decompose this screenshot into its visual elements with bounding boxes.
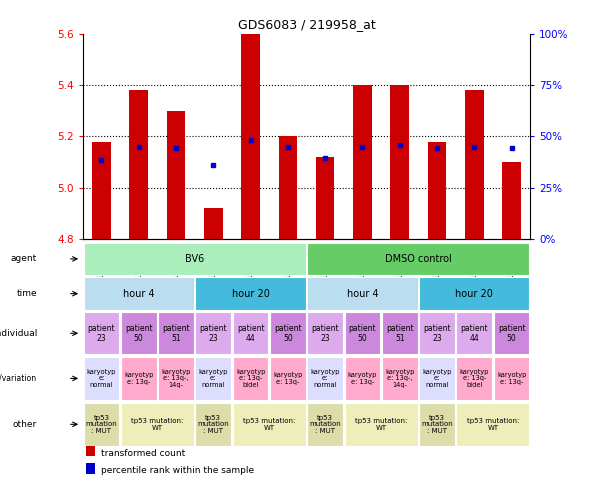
Text: tp53 mutation:
WT: tp53 mutation: WT <box>131 418 183 430</box>
Bar <box>345 357 380 400</box>
Bar <box>457 313 492 354</box>
Bar <box>307 313 343 354</box>
Text: percentile rank within the sample: percentile rank within the sample <box>101 466 254 475</box>
Title: GDS6083 / 219958_at: GDS6083 / 219958_at <box>238 18 375 31</box>
Text: karyotyp
e: 13q-
bidel: karyotyp e: 13q- bidel <box>460 369 489 388</box>
Bar <box>345 313 380 354</box>
Text: patient
23: patient 23 <box>423 324 451 342</box>
Text: patient
44: patient 44 <box>460 324 488 342</box>
Bar <box>307 242 530 275</box>
Bar <box>233 313 268 354</box>
Bar <box>83 313 120 354</box>
Bar <box>502 162 521 239</box>
Text: hour 4: hour 4 <box>346 289 378 298</box>
Text: patient
51: patient 51 <box>386 324 414 342</box>
Text: tp53 mutation:
WT: tp53 mutation: WT <box>243 418 295 430</box>
Text: patient
50: patient 50 <box>274 324 302 342</box>
Bar <box>196 313 231 354</box>
Bar <box>493 313 530 354</box>
Bar <box>307 357 343 400</box>
Bar <box>419 313 455 354</box>
Bar <box>382 357 417 400</box>
Bar <box>233 357 268 400</box>
Bar <box>86 463 94 474</box>
Bar <box>419 357 455 400</box>
Bar <box>457 357 492 400</box>
Text: other: other <box>13 420 37 429</box>
Bar <box>345 403 417 446</box>
Bar <box>83 242 306 275</box>
Text: tp53 mutation:
WT: tp53 mutation: WT <box>355 418 407 430</box>
Text: hour 20: hour 20 <box>455 289 493 298</box>
Text: BV6: BV6 <box>185 254 204 264</box>
Bar <box>196 403 231 446</box>
Bar <box>158 357 194 400</box>
Bar <box>167 111 185 239</box>
Bar <box>86 446 94 456</box>
Text: genotype/variation: genotype/variation <box>0 374 37 383</box>
Text: patient
23: patient 23 <box>311 324 339 342</box>
Bar <box>419 277 530 310</box>
Bar <box>121 403 194 446</box>
Text: patient
44: patient 44 <box>237 324 264 342</box>
Bar <box>428 142 446 239</box>
Bar <box>121 357 156 400</box>
Text: karyotyp
e: 13q-: karyotyp e: 13q- <box>273 372 303 384</box>
Bar <box>242 34 260 239</box>
Bar <box>307 403 343 446</box>
Bar <box>278 136 297 239</box>
Text: patient
23: patient 23 <box>199 324 227 342</box>
Text: patient
50: patient 50 <box>498 324 525 342</box>
Bar <box>92 142 111 239</box>
Text: karyotyp
e:
normal: karyotyp e: normal <box>310 369 340 388</box>
Text: karyotyp
e: 13q-,
14q-: karyotyp e: 13q-, 14q- <box>161 369 191 388</box>
Text: tp53 mutation:
WT: tp53 mutation: WT <box>466 418 519 430</box>
Text: tp53
mutation
: MUT: tp53 mutation : MUT <box>421 415 453 434</box>
Text: karyotyp
e: 13q-
bidel: karyotyp e: 13q- bidel <box>236 369 265 388</box>
Bar <box>493 357 530 400</box>
Bar <box>382 313 417 354</box>
Text: patient
51: patient 51 <box>162 324 190 342</box>
Text: DMSO control: DMSO control <box>385 254 452 264</box>
Text: karyotyp
e: 13q-: karyotyp e: 13q- <box>124 372 153 384</box>
Text: transformed count: transformed count <box>101 449 186 458</box>
Bar <box>457 403 530 446</box>
Text: karyotyp
e: 13q-: karyotyp e: 13q- <box>497 372 527 384</box>
Text: karyotyp
e: 13q-,
14q-: karyotyp e: 13q-, 14q- <box>385 369 414 388</box>
Bar <box>196 277 306 310</box>
Text: patient
50: patient 50 <box>349 324 376 342</box>
Bar <box>121 313 156 354</box>
Text: karyotyp
e:
normal: karyotyp e: normal <box>86 369 116 388</box>
Bar <box>270 313 306 354</box>
Text: tp53
mutation
: MUT: tp53 mutation : MUT <box>86 415 117 434</box>
Text: agent: agent <box>11 255 37 263</box>
Text: individual: individual <box>0 329 37 338</box>
Bar <box>233 403 306 446</box>
Text: patient
23: patient 23 <box>88 324 115 342</box>
Text: time: time <box>17 289 37 298</box>
Bar <box>419 403 455 446</box>
Bar <box>316 157 335 239</box>
Text: hour 4: hour 4 <box>123 289 154 298</box>
Text: hour 20: hour 20 <box>232 289 270 298</box>
Text: karyotyp
e:
normal: karyotyp e: normal <box>199 369 228 388</box>
Bar <box>158 313 194 354</box>
Bar <box>83 403 120 446</box>
Bar <box>83 277 194 310</box>
Bar <box>129 90 148 239</box>
Bar <box>270 357 306 400</box>
Bar <box>204 208 223 239</box>
Bar <box>307 277 417 310</box>
Bar <box>83 357 120 400</box>
Bar <box>465 90 484 239</box>
Text: karyotyp
e: 13q-: karyotyp e: 13q- <box>348 372 377 384</box>
Bar <box>353 85 371 239</box>
Text: patient
50: patient 50 <box>125 324 153 342</box>
Text: karyotyp
e:
normal: karyotyp e: normal <box>422 369 452 388</box>
Text: tp53
mutation
: MUT: tp53 mutation : MUT <box>197 415 229 434</box>
Bar <box>390 85 409 239</box>
Text: tp53
mutation
: MUT: tp53 mutation : MUT <box>310 415 341 434</box>
Bar <box>196 357 231 400</box>
